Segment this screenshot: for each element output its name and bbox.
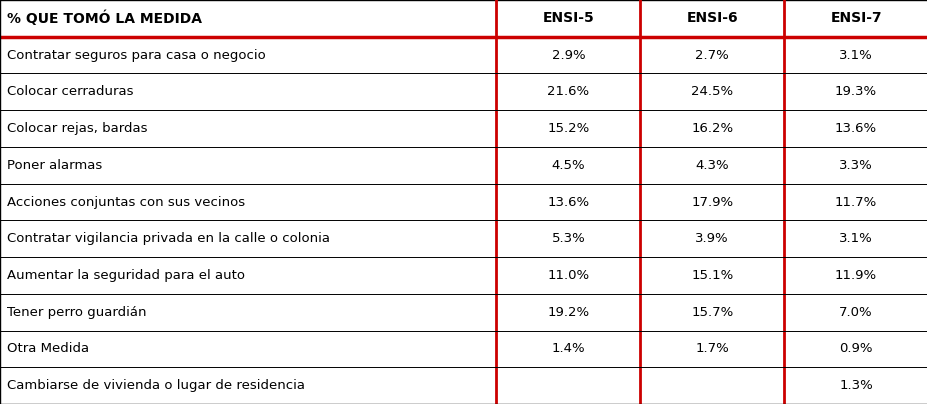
Text: Acciones conjuntas con sus vecinos: Acciones conjuntas con sus vecinos: [7, 196, 246, 208]
Text: 3.1%: 3.1%: [838, 232, 872, 245]
Text: ENSI-5: ENSI-5: [542, 11, 593, 25]
Text: ENSI-6: ENSI-6: [686, 11, 737, 25]
Text: 15.1%: 15.1%: [691, 269, 732, 282]
Bar: [0, 37, 927, 74]
Text: ENSI-7: ENSI-7: [830, 11, 881, 25]
Text: 1.7%: 1.7%: [694, 343, 729, 356]
Text: 3.3%: 3.3%: [838, 159, 872, 172]
Text: 19.3%: 19.3%: [834, 85, 876, 98]
Text: 0.9%: 0.9%: [838, 343, 872, 356]
Text: 15.2%: 15.2%: [547, 122, 589, 135]
Text: 7.0%: 7.0%: [838, 306, 872, 319]
Text: Colocar cerraduras: Colocar cerraduras: [7, 85, 133, 98]
Text: 4.5%: 4.5%: [551, 159, 585, 172]
Text: 3.1%: 3.1%: [838, 48, 872, 61]
Text: 2.9%: 2.9%: [551, 48, 585, 61]
Text: Aumentar la seguridad para el auto: Aumentar la seguridad para el auto: [7, 269, 245, 282]
Text: 5.3%: 5.3%: [551, 232, 585, 245]
Bar: [0, 0, 927, 37]
Bar: [0, 74, 927, 110]
Text: 15.7%: 15.7%: [691, 306, 732, 319]
Bar: [0, 110, 927, 147]
Text: 11.0%: 11.0%: [547, 269, 589, 282]
Bar: [0, 294, 927, 330]
Text: 1.3%: 1.3%: [838, 379, 872, 392]
Text: 13.6%: 13.6%: [834, 122, 876, 135]
Bar: [0, 147, 927, 184]
Text: 4.3%: 4.3%: [694, 159, 729, 172]
Text: 3.9%: 3.9%: [694, 232, 729, 245]
Text: % QUE TOMÓ LA MEDIDA: % QUE TOMÓ LA MEDIDA: [7, 11, 202, 26]
Text: 13.6%: 13.6%: [547, 196, 589, 208]
Text: Poner alarmas: Poner alarmas: [7, 159, 103, 172]
Text: 24.5%: 24.5%: [691, 85, 732, 98]
Bar: [0, 330, 927, 367]
Bar: [0, 184, 927, 220]
Text: 1.4%: 1.4%: [551, 343, 585, 356]
Text: Tener perro guardián: Tener perro guardián: [7, 306, 146, 319]
Text: 11.9%: 11.9%: [834, 269, 876, 282]
Text: Contratar vigilancia privada en la calle o colonia: Contratar vigilancia privada en la calle…: [7, 232, 330, 245]
Text: 16.2%: 16.2%: [691, 122, 732, 135]
Bar: [0, 220, 927, 257]
Text: Contratar seguros para casa o negocio: Contratar seguros para casa o negocio: [7, 48, 266, 61]
Text: Colocar rejas, bardas: Colocar rejas, bardas: [7, 122, 147, 135]
Text: 2.7%: 2.7%: [694, 48, 729, 61]
Bar: [0, 367, 927, 404]
Text: Otra Medida: Otra Medida: [7, 343, 89, 356]
Text: Cambiarse de vivienda o lugar de residencia: Cambiarse de vivienda o lugar de residen…: [7, 379, 305, 392]
Bar: [0, 257, 927, 294]
Text: 19.2%: 19.2%: [547, 306, 589, 319]
Text: 21.6%: 21.6%: [547, 85, 589, 98]
Text: 17.9%: 17.9%: [691, 196, 732, 208]
Text: 11.7%: 11.7%: [834, 196, 876, 208]
